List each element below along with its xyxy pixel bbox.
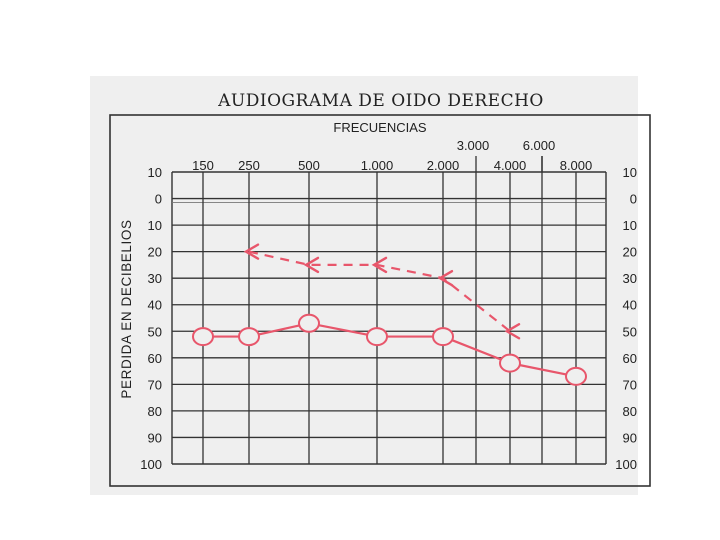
y-tick-label-left: 10	[148, 165, 162, 180]
series-layer	[192, 243, 587, 386]
y-tick-label-left: 30	[148, 271, 162, 286]
bone-conduction-point	[437, 269, 454, 287]
y-tick-label-right: 30	[623, 271, 637, 286]
y-tick-label-left: 60	[148, 351, 162, 366]
chart-frame	[109, 114, 651, 487]
y-tick-label-left: 0	[155, 192, 162, 207]
y-tick-label-left: 10	[148, 218, 162, 233]
x-tick-label: 8.000	[560, 158, 593, 173]
y-tick-label-right: 100	[615, 457, 637, 472]
bone-conduction-point	[371, 256, 388, 274]
y-tick-label-right: 80	[623, 404, 637, 419]
x-tick-label: 2.000	[427, 158, 460, 173]
y-tick-label-left: 40	[148, 298, 162, 313]
bone-conduction-point	[504, 323, 521, 340]
bone-conduction-line	[248, 250, 511, 333]
chart-title: AUDIOGRAMA DE OIDO DERECHO	[217, 91, 544, 111]
y-axis-title: PERDIDA EN DECIBELIOS	[119, 219, 134, 398]
grid	[171, 156, 607, 465]
air-conduction-point	[238, 327, 260, 347]
y-tick-label-right: 90	[623, 430, 637, 445]
y-tick-label-right: 40	[623, 298, 637, 313]
y-tick-label-right: 50	[623, 324, 637, 339]
air-conduction-point	[432, 327, 454, 347]
x-tick-label: 250	[238, 158, 260, 173]
air-conduction-point	[499, 353, 521, 373]
x-tick-label-upper: 3.000	[457, 138, 490, 153]
y-tick-label-right: 10	[623, 218, 637, 233]
scanned-audiogram-sheet	[90, 76, 638, 495]
y-tick-label-left: 50	[148, 324, 162, 339]
x-tick-label: 4.000	[494, 158, 527, 173]
y-tick-label-right: 20	[623, 245, 637, 260]
air-conduction-point	[366, 327, 388, 347]
y-tick-label-left: 20	[148, 245, 162, 260]
y-tick-label-left: 100	[140, 457, 162, 472]
x-tick-label: 500	[298, 158, 320, 173]
y-tick-label-right: 60	[623, 351, 637, 366]
bone-conduction-point	[243, 243, 260, 260]
y-tick-label-left: 90	[148, 430, 162, 445]
x-tick-label: 150	[192, 158, 214, 173]
x-tick-label-upper: 6.000	[523, 138, 556, 153]
air-conduction-point	[565, 366, 587, 386]
y-tick-label-left: 80	[148, 404, 162, 419]
air-conduction-point	[192, 327, 214, 347]
x-axis-title: FRECUENCIAS	[333, 120, 427, 135]
y-tick-label-right: 0	[630, 192, 637, 207]
bone-conduction-point	[303, 256, 320, 274]
x-tick-label: 1.000	[361, 158, 394, 173]
y-tick-label-right: 70	[623, 377, 637, 392]
air-conduction-point	[298, 313, 320, 333]
y-tick-label-left: 70	[148, 377, 162, 392]
y-tick-label-right: 10	[623, 165, 637, 180]
